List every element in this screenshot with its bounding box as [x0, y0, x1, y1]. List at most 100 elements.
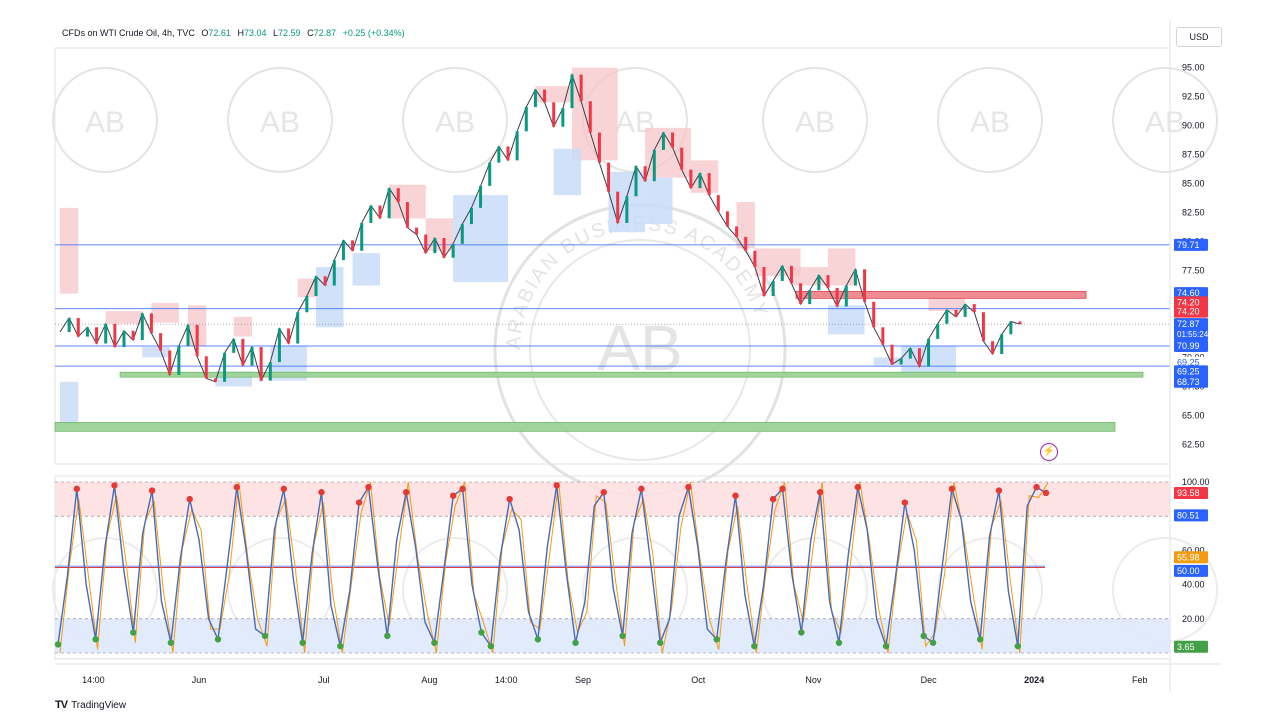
supply-zone: [791, 267, 828, 286]
price-candle: [95, 327, 99, 344]
osc-overbought-dot: [318, 489, 325, 496]
watermark-initials: AB: [435, 106, 475, 139]
supply-zone: [736, 202, 755, 249]
watermark-emblem: [937, 67, 1043, 173]
bolt-icon[interactable]: ⚡: [1040, 443, 1058, 461]
price-candle: [899, 358, 903, 365]
price-candle: [744, 236, 748, 251]
currency-button[interactable]: USD: [1176, 27, 1222, 47]
price-candle: [936, 323, 940, 339]
price-candle: [332, 260, 336, 286]
high-label: H: [237, 28, 244, 38]
x-axis-tick: Oct: [691, 675, 706, 685]
price-candle: [204, 356, 208, 379]
price-candle: [195, 324, 199, 357]
price-candle: [872, 301, 876, 328]
price-axis-tick: 85.00: [1182, 179, 1205, 189]
osc-overbought-dot: [769, 495, 777, 503]
price-candle: [835, 287, 839, 307]
price-candle: [561, 108, 565, 127]
osc-label-55-98: 55.98: [1177, 552, 1200, 562]
price-candle: [351, 240, 355, 251]
price-candle: [314, 276, 318, 296]
price-axis-tick: 87.50: [1182, 150, 1205, 160]
price-candle: [85, 327, 89, 337]
supply-zone: [690, 160, 719, 193]
price-candle: [241, 338, 245, 366]
x-axis-tick: 14:00: [495, 675, 518, 685]
price-candle: [140, 313, 144, 341]
price-candle: [259, 347, 263, 381]
tradingview-brand[interactable]: TV TradingView: [55, 699, 126, 711]
price-candle: [524, 107, 528, 132]
osc-oversold-dot: [798, 629, 805, 636]
resistance-zone-74-60: [795, 290, 1087, 299]
price-candle: [908, 348, 912, 359]
price-candle: [671, 132, 675, 148]
osc-oversold-dot: [92, 636, 99, 643]
x-axis-tick: Jun: [192, 675, 207, 685]
price-candle: [607, 162, 611, 192]
label-74-20: 74.20: [1177, 307, 1200, 317]
price-candle: [735, 226, 739, 237]
price-candle: [917, 348, 921, 367]
label-74-20-top-bg: [1174, 296, 1208, 309]
osc-label-80-51: 80.51: [1177, 510, 1200, 520]
label-current-price: 72.87: [1177, 319, 1200, 329]
osc-oversold-dot: [976, 636, 984, 643]
osc-main-line: [57, 485, 1047, 649]
price-candle: [177, 345, 181, 375]
price-candle: [1000, 334, 1004, 354]
label-79-71-bg: [1174, 238, 1208, 251]
brand-label: TradingView: [71, 699, 127, 711]
osc-overbought-dot: [73, 485, 81, 493]
osc-oversold-dot: [487, 642, 495, 650]
osc-overbought-dot: [779, 485, 786, 493]
low-value: 72.59: [278, 28, 301, 38]
osc-label-93-58: 93.58: [1177, 488, 1200, 498]
support-zone-64: [54, 422, 1116, 432]
oversold-band: [55, 618, 1170, 653]
price-candle: [442, 238, 446, 258]
demand-zone: [828, 305, 865, 335]
overbought-band: [55, 482, 1170, 517]
osc-overbought-dot: [685, 483, 692, 491]
price-candle: [287, 328, 291, 344]
label-68-73: 68.73: [1177, 377, 1200, 387]
osc-oversold-dot: [534, 636, 542, 643]
x-axis-tick: Feb: [1132, 675, 1148, 685]
price-axis-tick: 95.00: [1182, 63, 1205, 73]
price-candle: [588, 101, 592, 133]
osc-overbought-dot: [148, 487, 156, 494]
demand-zone: [873, 357, 902, 366]
price-candle: [104, 323, 108, 344]
osc-overbought-dot: [355, 499, 363, 506]
x-axis-tick: Dec: [921, 675, 938, 685]
price-candle: [305, 296, 309, 313]
price-candle: [488, 162, 492, 186]
price-candle: [981, 312, 985, 342]
support-zone-68-73: [119, 371, 1144, 378]
high-value: 73.04: [243, 28, 267, 38]
price-candle: [250, 347, 254, 366]
osc-overbought-dot: [280, 485, 288, 493]
price-candle: [616, 191, 620, 223]
symbol-title[interactable]: CFDs on WTI Crude Oil, 4h, TVC: [62, 28, 195, 38]
price-candle: [863, 269, 867, 302]
osc-overbought-dot: [553, 482, 560, 489]
supply-zone: [297, 278, 316, 298]
osc-axis-tick: 100.00: [1182, 477, 1210, 487]
price-candle: [652, 149, 656, 182]
demand-zone: [142, 347, 170, 358]
price-candle: [799, 283, 803, 305]
label-74-20-top: 74.20: [1177, 297, 1200, 307]
label-70-99-bg: [1174, 339, 1208, 352]
price-candle: [296, 312, 300, 344]
change-value: +0.25 (+0.34%): [342, 28, 405, 38]
price-candle: [543, 89, 547, 103]
price-candle: [762, 267, 766, 296]
osc-label-50-00-bg: [1174, 564, 1208, 577]
price-candle: [817, 275, 821, 291]
